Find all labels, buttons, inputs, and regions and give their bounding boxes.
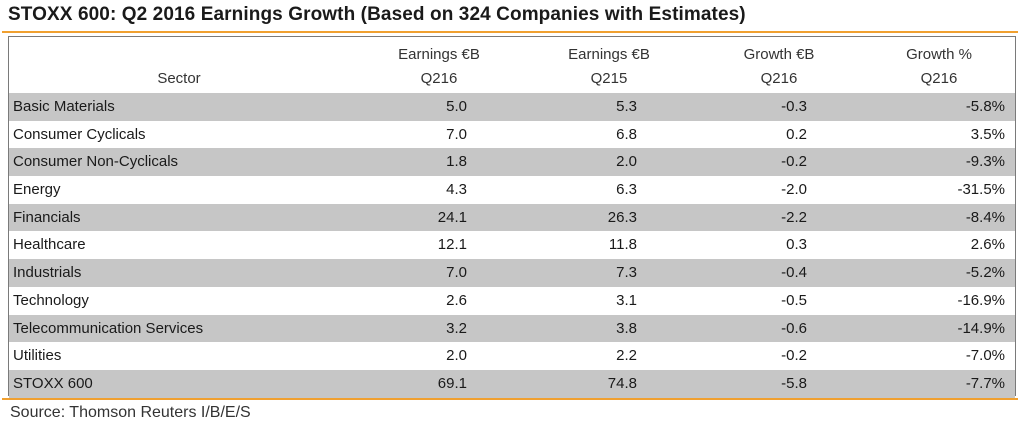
source-divider bbox=[2, 398, 1018, 400]
table-row: Technology 2.6 3.1 -0.5 -16.9% bbox=[9, 287, 1015, 315]
table-header: Sector Earnings €B Q216 Earnings €B Q215… bbox=[9, 37, 1015, 93]
header-earnings-q215-line2: Q215 bbox=[590, 70, 628, 87]
table-row: Industrials 7.0 7.3 -0.4 -5.2% bbox=[9, 259, 1015, 287]
header-growth-eur-line1: Growth €B bbox=[743, 46, 815, 63]
header-growth-pct-line2: Q216 bbox=[920, 70, 958, 87]
sector-name: Energy bbox=[13, 181, 61, 199]
growth-eur-value: -2.0 bbox=[781, 181, 807, 199]
growth-pct-value: -9.3% bbox=[965, 153, 1005, 171]
earnings-q215-value: 74.8 bbox=[607, 374, 637, 392]
earnings-q216-value: 7.0 bbox=[446, 264, 467, 282]
sector-name: Basic Materials bbox=[13, 98, 115, 115]
growth-pct-value: -7.7% bbox=[965, 374, 1005, 392]
header-growth-pct-line1: Growth % bbox=[906, 46, 972, 63]
earnings-q215-value: 3.8 bbox=[616, 319, 637, 337]
growth-pct-value: 3.5% bbox=[970, 125, 1005, 143]
growth-pct-value: 2.6% bbox=[970, 236, 1005, 254]
earnings-q215-value: 6.8 bbox=[616, 125, 637, 143]
header-earnings-q215: Earnings €B Q215 bbox=[529, 43, 689, 91]
growth-pct-value: -5.2% bbox=[965, 264, 1005, 282]
table-row: Basic Materials 5.0 5.3 -0.3 -5.8% bbox=[9, 93, 1015, 121]
header-earnings-q216-line1: Earnings €B bbox=[398, 46, 480, 63]
table-row: Telecommunication Services 3.2 3.8 -0.6 … bbox=[9, 314, 1015, 343]
table-row: Utilities 2.0 2.2 -0.2 -7.0% bbox=[9, 342, 1015, 370]
table-body: Basic Materials 5.0 5.3 -0.3 -5.8% Consu… bbox=[9, 93, 1015, 398]
table-total-row: STOXX 600 69.1 74.8 -5.8 -7.7% bbox=[9, 369, 1015, 398]
earnings-q216-value: 4.3 bbox=[446, 181, 467, 199]
growth-eur-value: -0.3 bbox=[781, 98, 807, 115]
earnings-q216-value: 12.1 bbox=[437, 236, 467, 254]
earnings-q215-value: 26.3 bbox=[607, 208, 637, 226]
growth-eur-value: -5.8 bbox=[781, 374, 807, 392]
header-earnings-q215-line1: Earnings €B bbox=[568, 46, 650, 63]
earnings-q215-value: 5.3 bbox=[616, 98, 637, 115]
sector-name: Consumer Cyclicals bbox=[13, 125, 146, 143]
growth-pct-value: -16.9% bbox=[957, 291, 1005, 309]
earnings-q215-value: 6.3 bbox=[616, 181, 637, 199]
growth-eur-value: 0.3 bbox=[786, 236, 807, 254]
growth-eur-value: -0.6 bbox=[781, 319, 807, 337]
sector-name: STOXX 600 bbox=[13, 374, 93, 392]
growth-pct-value: -14.9% bbox=[957, 319, 1005, 337]
sector-name: Telecommunication Services bbox=[13, 319, 204, 337]
header-growth-eur: Growth €B Q216 bbox=[699, 43, 859, 91]
earnings-q216-value: 69.1 bbox=[437, 374, 467, 392]
earnings-q215-value: 3.1 bbox=[616, 291, 637, 309]
earnings-q216-value: 3.2 bbox=[446, 319, 467, 337]
earnings-q216-value: 5.0 bbox=[446, 98, 467, 115]
earnings-table: Sector Earnings €B Q216 Earnings €B Q215… bbox=[8, 36, 1016, 398]
growth-eur-value: 0.2 bbox=[786, 125, 807, 143]
growth-eur-value: -2.2 bbox=[781, 208, 807, 226]
growth-eur-value: -0.2 bbox=[781, 347, 807, 365]
growth-eur-value: -0.2 bbox=[781, 153, 807, 171]
table-row: Healthcare 12.1 11.8 0.3 2.6% bbox=[9, 231, 1015, 259]
earnings-q215-value: 11.8 bbox=[608, 236, 637, 254]
sector-name: Healthcare bbox=[13, 236, 86, 254]
growth-pct-value: -7.0% bbox=[965, 347, 1005, 365]
growth-pct-value: -31.5% bbox=[957, 181, 1005, 199]
sector-name: Industrials bbox=[13, 264, 82, 282]
sector-name: Financials bbox=[13, 208, 81, 226]
table-row: Consumer Cyclicals 7.0 6.8 0.2 3.5% bbox=[9, 121, 1015, 149]
sector-name: Consumer Non-Cyclicals bbox=[13, 153, 179, 171]
earnings-q216-value: 2.6 bbox=[446, 291, 467, 309]
header-sector: Sector bbox=[157, 70, 201, 87]
earnings-q216-value: 7.0 bbox=[446, 125, 467, 143]
earnings-q216-value: 1.8 bbox=[446, 153, 467, 171]
growth-eur-value: -0.5 bbox=[781, 291, 807, 309]
earnings-q216-value: 2.0 bbox=[446, 347, 467, 365]
earnings-q216-value: 24.1 bbox=[437, 208, 467, 226]
table-title: STOXX 600: Q2 2016 Earnings Growth (Base… bbox=[8, 4, 746, 25]
title-divider bbox=[2, 31, 1018, 33]
header-growth-pct: Growth % Q216 bbox=[859, 43, 1019, 91]
table-row: Energy 4.3 6.3 -2.0 -31.5% bbox=[9, 176, 1015, 204]
growth-eur-value: -0.4 bbox=[781, 264, 807, 282]
table-row: Consumer Non-Cyclicals 1.8 2.0 -0.2 -9.3… bbox=[9, 148, 1015, 177]
header-growth-eur-line2: Q216 bbox=[760, 70, 798, 87]
header-earnings-q216-line2: Q216 bbox=[420, 70, 458, 87]
source-note: Source: Thomson Reuters I/B/E/S bbox=[10, 404, 251, 421]
growth-pct-value: -5.8% bbox=[965, 98, 1005, 115]
earnings-q215-value: 7.3 bbox=[616, 264, 637, 282]
header-earnings-q216: Earnings €B Q216 bbox=[359, 43, 519, 91]
sector-name: Technology bbox=[13, 291, 89, 309]
growth-pct-value: -8.4% bbox=[965, 208, 1005, 226]
earnings-q215-value: 2.2 bbox=[616, 347, 637, 365]
table-row: Financials 24.1 26.3 -2.2 -8.4% bbox=[9, 203, 1015, 232]
earnings-q215-value: 2.0 bbox=[616, 153, 637, 171]
sector-name: Utilities bbox=[13, 347, 62, 365]
